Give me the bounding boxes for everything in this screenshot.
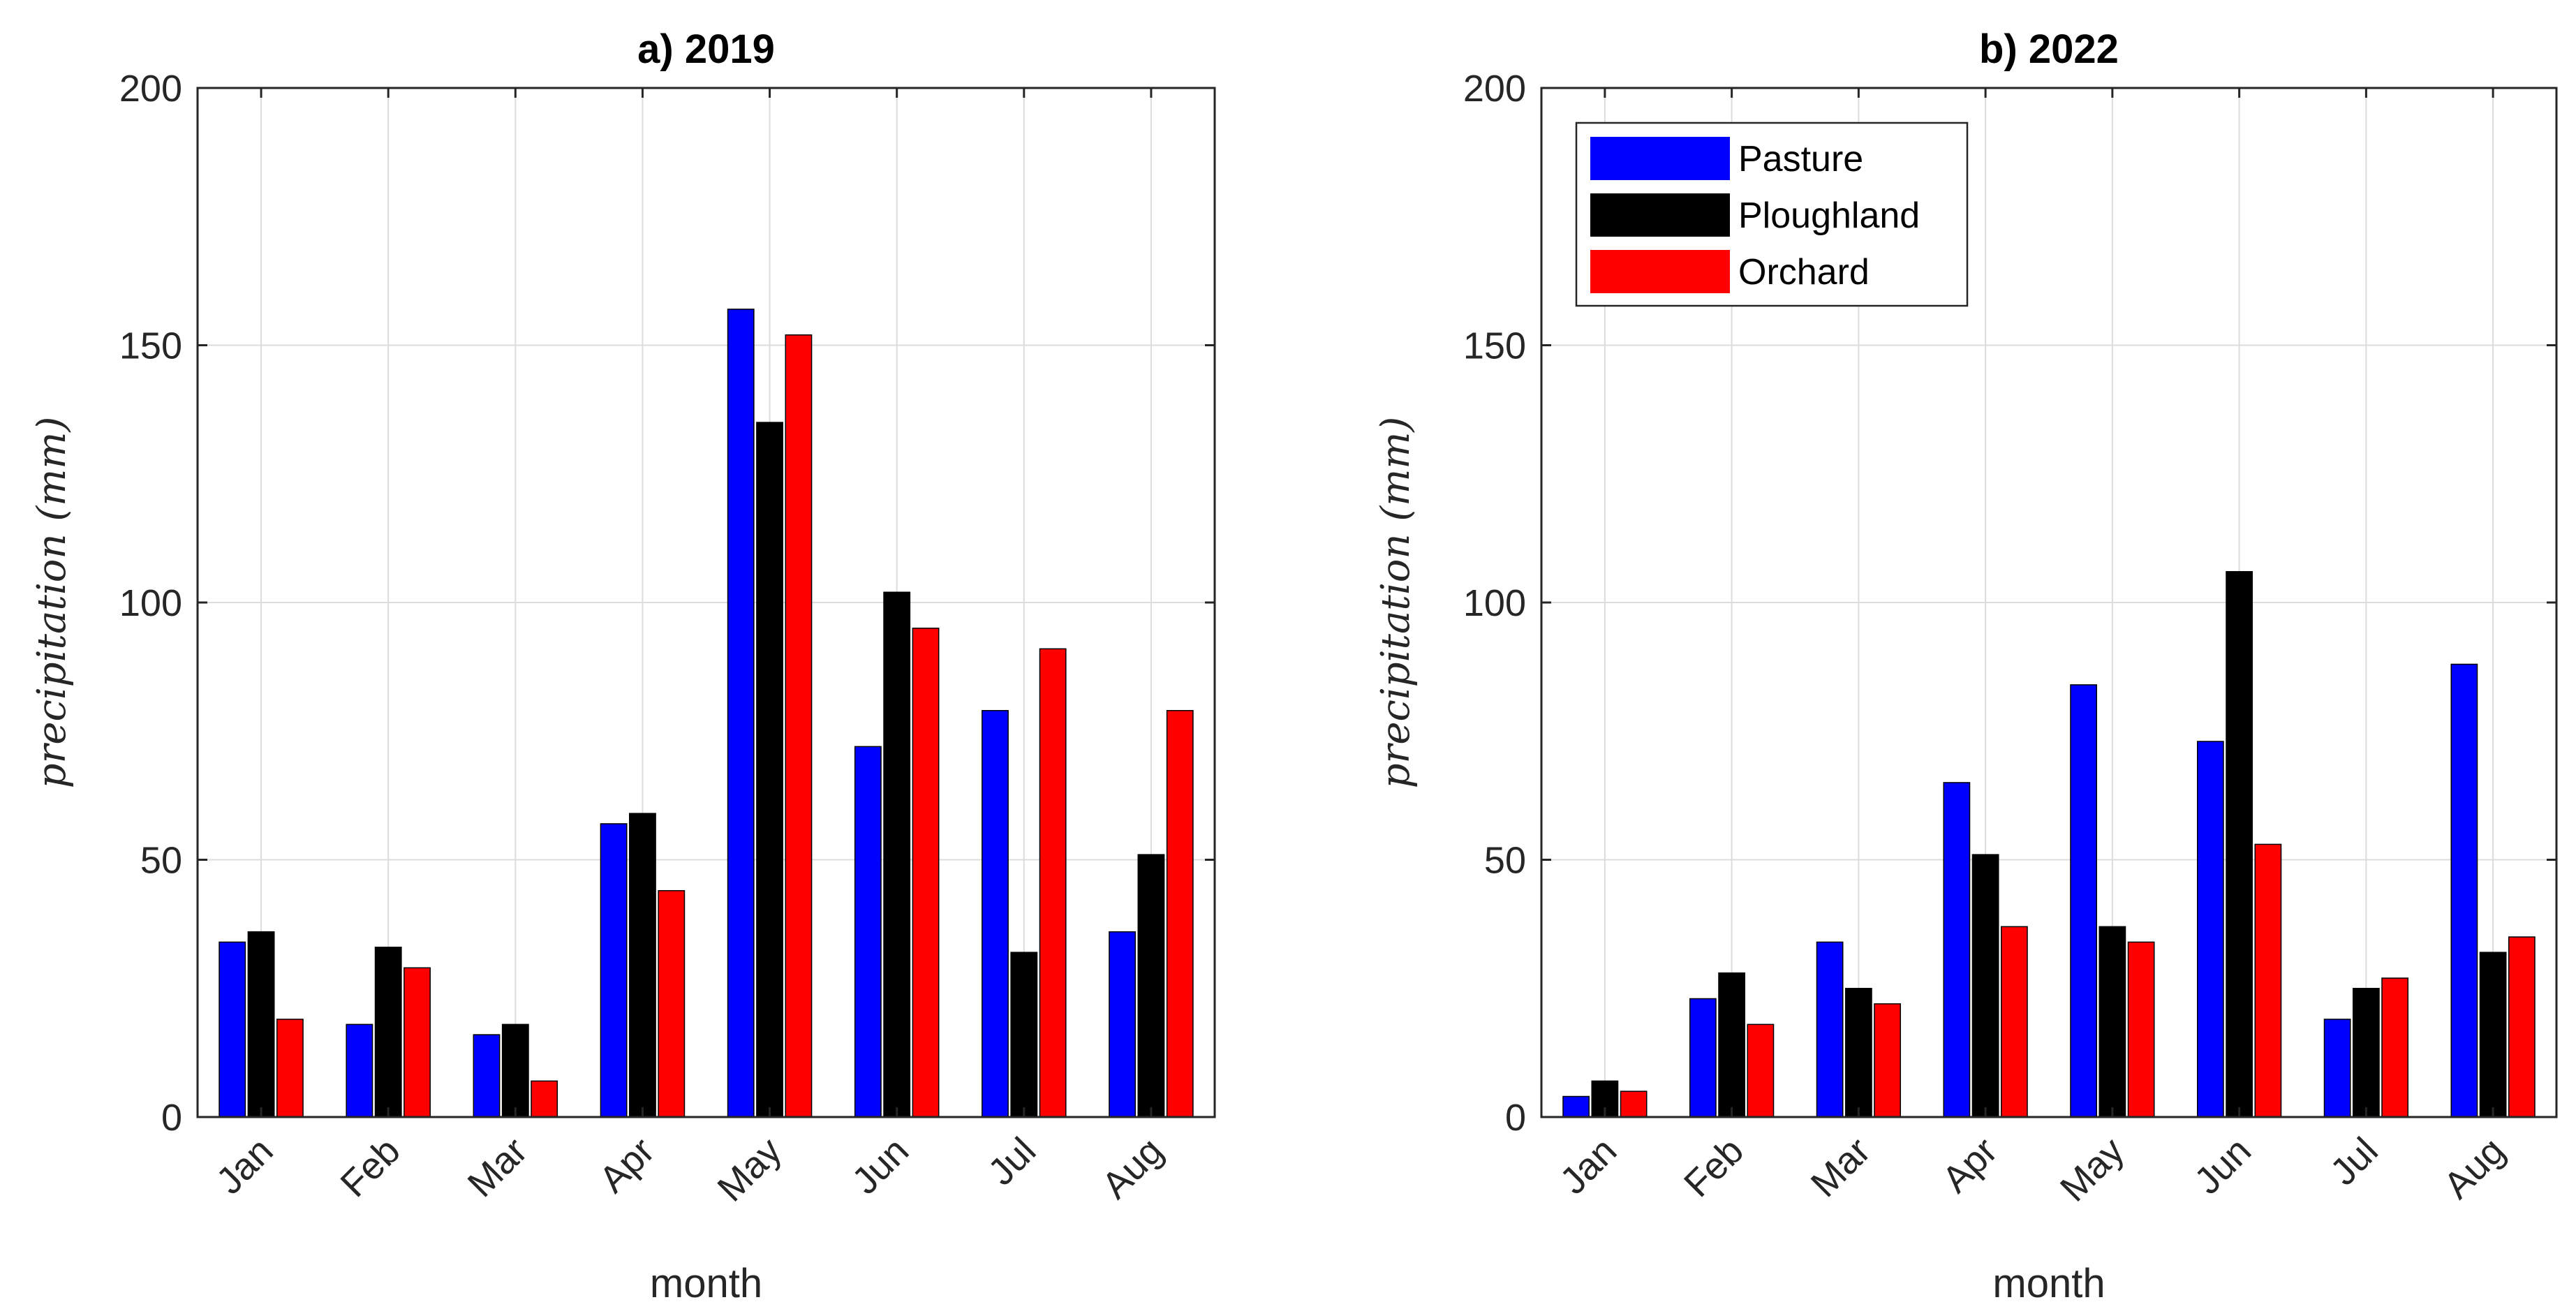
x-tick-label: May — [709, 1130, 790, 1210]
legend-label-ploughland: Ploughland — [1738, 195, 1920, 236]
bars — [1562, 571, 2536, 1118]
y-axis-label: precipitation (mm) — [1373, 417, 1419, 789]
x-tick-label: Jan — [1552, 1130, 1624, 1202]
bar-ploughland-jul — [1010, 952, 1038, 1118]
y-tick-label: 200 — [119, 68, 182, 110]
x-tick-label: Feb — [1676, 1130, 1752, 1205]
y-tick-label: 0 — [161, 1097, 182, 1139]
chart-title: b) 2022 — [1979, 27, 2119, 72]
panel-a-2019: 0 50 100 150 200 Jan Feb Mar Apr May Jun… — [29, 27, 1216, 1306]
bar-pasture-jul — [982, 710, 1009, 1118]
bar-pasture-feb — [346, 1023, 373, 1118]
bar-ploughland-jun — [2226, 571, 2253, 1118]
x-tick-label: Apr — [1934, 1130, 2006, 1201]
bar-pasture-jun — [2196, 741, 2224, 1118]
bar-orchard-jul — [2381, 977, 2409, 1118]
y-axis-label: precipitation (mm) — [29, 417, 75, 789]
bar-pasture-mar — [473, 1034, 501, 1118]
bar-pasture-apr — [1943, 782, 1971, 1118]
x-tick-label: Aug — [2436, 1130, 2512, 1206]
x-tick-label: Jul — [980, 1130, 1044, 1193]
bar-orchard-feb — [1747, 1023, 1775, 1118]
bar-pasture-jun — [854, 746, 882, 1118]
x-tick-label: Apr — [591, 1130, 662, 1201]
bar-orchard-jan — [276, 1019, 304, 1118]
x-tick-label: Feb — [332, 1130, 408, 1205]
bar-pasture-jan — [219, 941, 246, 1118]
x-tick-label: Mar — [1803, 1130, 1879, 1205]
bar-ploughland-feb — [1718, 972, 1746, 1118]
x-tick-label: Jan — [209, 1130, 281, 1202]
x-tick-label: May — [2052, 1130, 2133, 1210]
y-tick-label: 100 — [119, 582, 182, 624]
bar-pasture-jan — [1562, 1095, 1590, 1118]
x-tick-labels: Jan Feb Mar Apr May Jun Jul Aug — [209, 1130, 1171, 1210]
legend-label-pasture: Pasture — [1738, 139, 1863, 179]
bar-orchard-mar — [531, 1080, 558, 1118]
x-tick-label: Jun — [844, 1130, 917, 1202]
bar-orchard-jun — [912, 628, 940, 1118]
bar-orchard-mar — [1874, 1003, 1902, 1118]
bar-ploughland-apr — [629, 813, 656, 1118]
bar-ploughland-jul — [2352, 988, 2380, 1118]
tick-marks — [1541, 87, 2556, 1118]
bar-orchard-may — [2127, 941, 2155, 1118]
bar-orchard-jan — [1620, 1090, 1648, 1118]
bar-pasture-feb — [1689, 998, 1717, 1118]
bar-ploughland-may — [756, 422, 783, 1118]
bar-ploughland-apr — [1971, 854, 1999, 1118]
legend-swatch-orchard — [1590, 250, 1730, 293]
bar-orchard-aug — [2508, 936, 2536, 1118]
y-tick-label: 150 — [119, 325, 182, 367]
bar-orchard-aug — [1166, 710, 1194, 1118]
bar-orchard-jul — [1039, 648, 1067, 1118]
bar-orchard-jun — [2254, 843, 2282, 1118]
x-tick-label: Jul — [2323, 1130, 2386, 1193]
bar-orchard-feb — [404, 967, 431, 1118]
legend-label-orchard: Orchard — [1738, 252, 1870, 293]
x-tick-labels: Jan Feb Mar Apr May Jun Jul Aug — [1552, 1130, 2512, 1210]
tick-marks — [198, 87, 1215, 1118]
chart-title: a) 2019 — [637, 27, 775, 72]
bar-ploughland-aug — [2479, 952, 2507, 1118]
bar-ploughland-mar — [501, 1023, 529, 1118]
x-tick-label: Aug — [1094, 1130, 1171, 1206]
bar-orchard-apr — [2001, 926, 2028, 1118]
x-tick-label: Mar — [460, 1130, 535, 1205]
x-axis-label: month — [1992, 1261, 2105, 1306]
bar-pasture-apr — [600, 823, 628, 1118]
bar-ploughland-jun — [883, 591, 911, 1118]
legend-swatch-pasture — [1590, 137, 1730, 180]
bar-pasture-mar — [1816, 941, 1844, 1118]
panel-b-2022: 0 50 100 150 200 Jan Feb Mar Apr May Jun… — [1373, 27, 2558, 1306]
bars — [219, 309, 1194, 1118]
y-tick-label: 100 — [1463, 582, 1526, 624]
x-axis-label: month — [650, 1261, 762, 1306]
y-tick-label: 200 — [1463, 68, 1526, 110]
bar-ploughland-may — [2098, 926, 2126, 1118]
bar-ploughland-mar — [1844, 988, 1872, 1118]
bar-ploughland-aug — [1137, 854, 1165, 1118]
bar-pasture-may — [727, 309, 755, 1118]
legend: Pasture Ploughland Orchard — [1575, 121, 1969, 307]
bar-pasture-aug — [1109, 931, 1137, 1118]
bar-pasture-aug — [2450, 663, 2478, 1118]
bar-orchard-may — [785, 334, 813, 1118]
y-tick-label: 150 — [1463, 325, 1526, 367]
y-tick-label: 0 — [1505, 1097, 1526, 1139]
bar-pasture-may — [2070, 684, 2097, 1118]
y-tick-label: 50 — [140, 840, 182, 882]
y-tick-labels: 0 50 100 150 200 — [119, 68, 182, 1139]
bar-orchard-apr — [658, 889, 686, 1118]
x-tick-label: Jun — [2186, 1130, 2259, 1202]
bar-ploughland-jan — [247, 931, 275, 1118]
y-tick-label: 50 — [1484, 840, 1526, 882]
bar-ploughland-feb — [374, 947, 402, 1118]
bar-pasture-jul — [2323, 1019, 2351, 1118]
legend-swatch-ploughland — [1590, 193, 1730, 237]
y-tick-labels: 0 50 100 150 200 — [1463, 68, 1526, 1139]
